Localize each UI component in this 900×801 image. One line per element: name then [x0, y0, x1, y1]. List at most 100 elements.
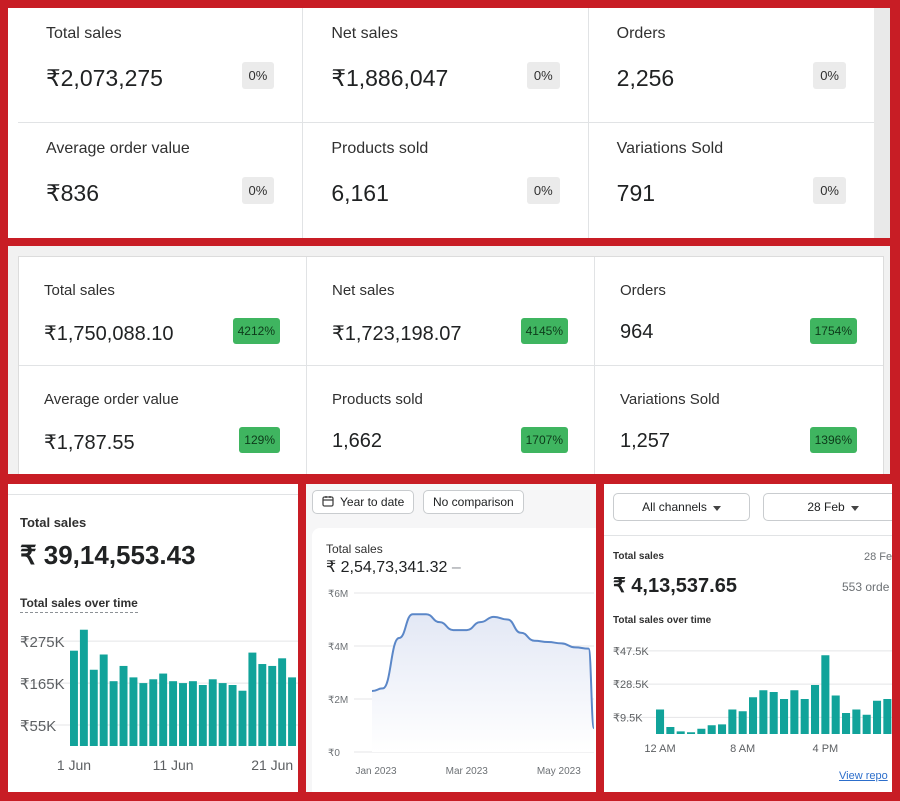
metric-value: ₹1,750,088.10	[44, 323, 174, 345]
metric-card-average-order-value[interactable]: Average order value ₹1,787.55 129%	[19, 366, 307, 474]
area-fill	[372, 614, 594, 752]
y-tick-label: ₹0	[328, 748, 340, 759]
metric-card-average-order-value[interactable]: Average order value ₹836 0%	[18, 123, 304, 238]
change-badge: 0%	[813, 177, 846, 204]
x-tick-label: 8 AM	[730, 743, 755, 755]
bar	[738, 711, 747, 734]
date-dropdown[interactable]: 28 Feb	[763, 493, 892, 521]
total-sales-value: ₹ 39,14,553.43	[20, 540, 196, 570]
bar	[198, 685, 207, 746]
metric-value: ₹1,886,047	[331, 65, 449, 91]
bar	[129, 677, 138, 746]
metric-label: Products sold	[331, 140, 429, 157]
total-sales-value: ₹ 4,13,537.65	[613, 575, 737, 597]
change-badge: 1396%	[809, 427, 857, 453]
bar	[676, 731, 685, 734]
bar	[707, 725, 716, 734]
bar	[248, 652, 257, 746]
bar	[883, 699, 892, 734]
metrics-summary-neutral: Total sales ₹2,073,275 0% Net sales ₹1,8…	[8, 8, 890, 238]
metric-value: 2,256	[616, 65, 675, 91]
metric-card-products-sold[interactable]: Products sold 1,662 1707%	[307, 366, 595, 474]
hourly-sales-card: All channels 28 Feb Total sales 28 Fe ₹ …	[604, 484, 892, 792]
total-sales-label: Total sales	[20, 515, 87, 530]
bar	[780, 699, 789, 734]
bar	[811, 685, 820, 734]
metric-label: Variations Sold	[620, 391, 720, 408]
y-tick-label: ₹28.5K	[613, 679, 649, 691]
date-range-button[interactable]: Year to date	[312, 490, 415, 514]
bar	[109, 681, 118, 746]
ytd-sales-area-chart: ₹6M ₹4M ₹2M ₹0 Jan 2023 Mar 2023 May 2023	[328, 589, 595, 777]
bar	[268, 665, 277, 746]
metric-value: 791	[616, 180, 656, 206]
metric-label: Variations Sold	[616, 140, 724, 157]
metric-card-net-sales[interactable]: Net sales ₹1,723,198.07 4145%	[307, 257, 595, 366]
divider	[8, 494, 298, 495]
metric-label: Orders	[616, 25, 666, 42]
bar	[258, 664, 267, 746]
metric-card-orders[interactable]: Orders 2,256 0%	[588, 8, 874, 123]
y-tick-label: ₹55K	[20, 718, 56, 735]
bar	[159, 673, 168, 746]
caret-down-icon	[850, 500, 859, 514]
divider	[604, 535, 892, 536]
metric-label: Total sales	[44, 282, 115, 299]
change-badge: 1707%	[520, 427, 568, 453]
metric-card-total-sales[interactable]: Total sales ₹2,073,275 0%	[18, 8, 304, 123]
metric-value: 1,257	[620, 430, 671, 452]
bar	[873, 700, 882, 734]
metric-label: Net sales	[331, 25, 399, 42]
bar	[697, 728, 706, 734]
metric-card-products-sold[interactable]: Products sold 6,161 0%	[303, 123, 589, 238]
total-sales-label: Total sales	[326, 542, 383, 556]
daily-sales-bar-chart: ₹275K ₹165K ₹55K 1 Jun 11 Jun 21 Jun	[20, 629, 298, 773]
bar	[728, 709, 737, 734]
bar	[70, 650, 78, 746]
bar	[800, 699, 809, 734]
metric-value: ₹836	[46, 180, 100, 206]
metric-label: Average order value	[44, 391, 179, 408]
x-tick-label: 11 Jun	[153, 757, 194, 773]
x-tick-label: Mar 2023	[446, 766, 489, 777]
total-sales-value: ₹ 2,54,73,341.32 –	[326, 559, 461, 576]
metrics-grid: Total sales ₹1,750,088.10 4212% Net sale…	[18, 256, 884, 474]
bar	[852, 709, 861, 734]
bar	[188, 681, 197, 746]
comparison-label: No comparison	[433, 495, 514, 509]
channels-label: All channels	[642, 500, 707, 514]
bar	[149, 679, 158, 746]
y-tick-label: ₹2M	[328, 695, 348, 706]
metric-card-orders[interactable]: Orders 964 1754%	[595, 257, 883, 366]
bar	[842, 713, 851, 734]
metric-card-variations-sold[interactable]: Variations Sold 1,257 1396%	[595, 366, 883, 474]
metric-label: Orders	[620, 282, 666, 299]
channels-dropdown[interactable]: All channels	[613, 493, 750, 521]
metric-label: Products sold	[332, 391, 423, 408]
metric-card-net-sales[interactable]: Net sales ₹1,886,047 0%	[303, 8, 589, 123]
metric-value: 6,161	[331, 180, 389, 206]
bar	[119, 665, 128, 746]
bar	[656, 709, 665, 734]
scroll-gutter	[874, 8, 890, 238]
metric-value: 1,662	[332, 430, 383, 452]
metric-card-total-sales[interactable]: Total sales ₹1,750,088.10 4212%	[19, 257, 307, 366]
metric-label: Average order value	[46, 140, 190, 157]
bar	[759, 690, 768, 734]
metrics-grid: Total sales ₹2,073,275 0% Net sales ₹1,8…	[18, 8, 874, 238]
bar	[238, 690, 247, 746]
change-badge: 1754%	[809, 318, 857, 344]
bar	[687, 732, 696, 734]
series-line	[371, 613, 595, 730]
change-badge: 4212%	[232, 318, 280, 344]
comparison-button[interactable]: No comparison	[423, 490, 524, 514]
bar	[862, 714, 871, 734]
bar	[666, 727, 675, 734]
view-report-link[interactable]: View repo	[839, 770, 888, 782]
bar	[831, 695, 840, 734]
bar	[139, 683, 148, 746]
metric-card-variations-sold[interactable]: Variations Sold 791 0%	[589, 123, 874, 238]
bar	[228, 685, 237, 746]
orders-count: 553 orde	[842, 580, 890, 594]
